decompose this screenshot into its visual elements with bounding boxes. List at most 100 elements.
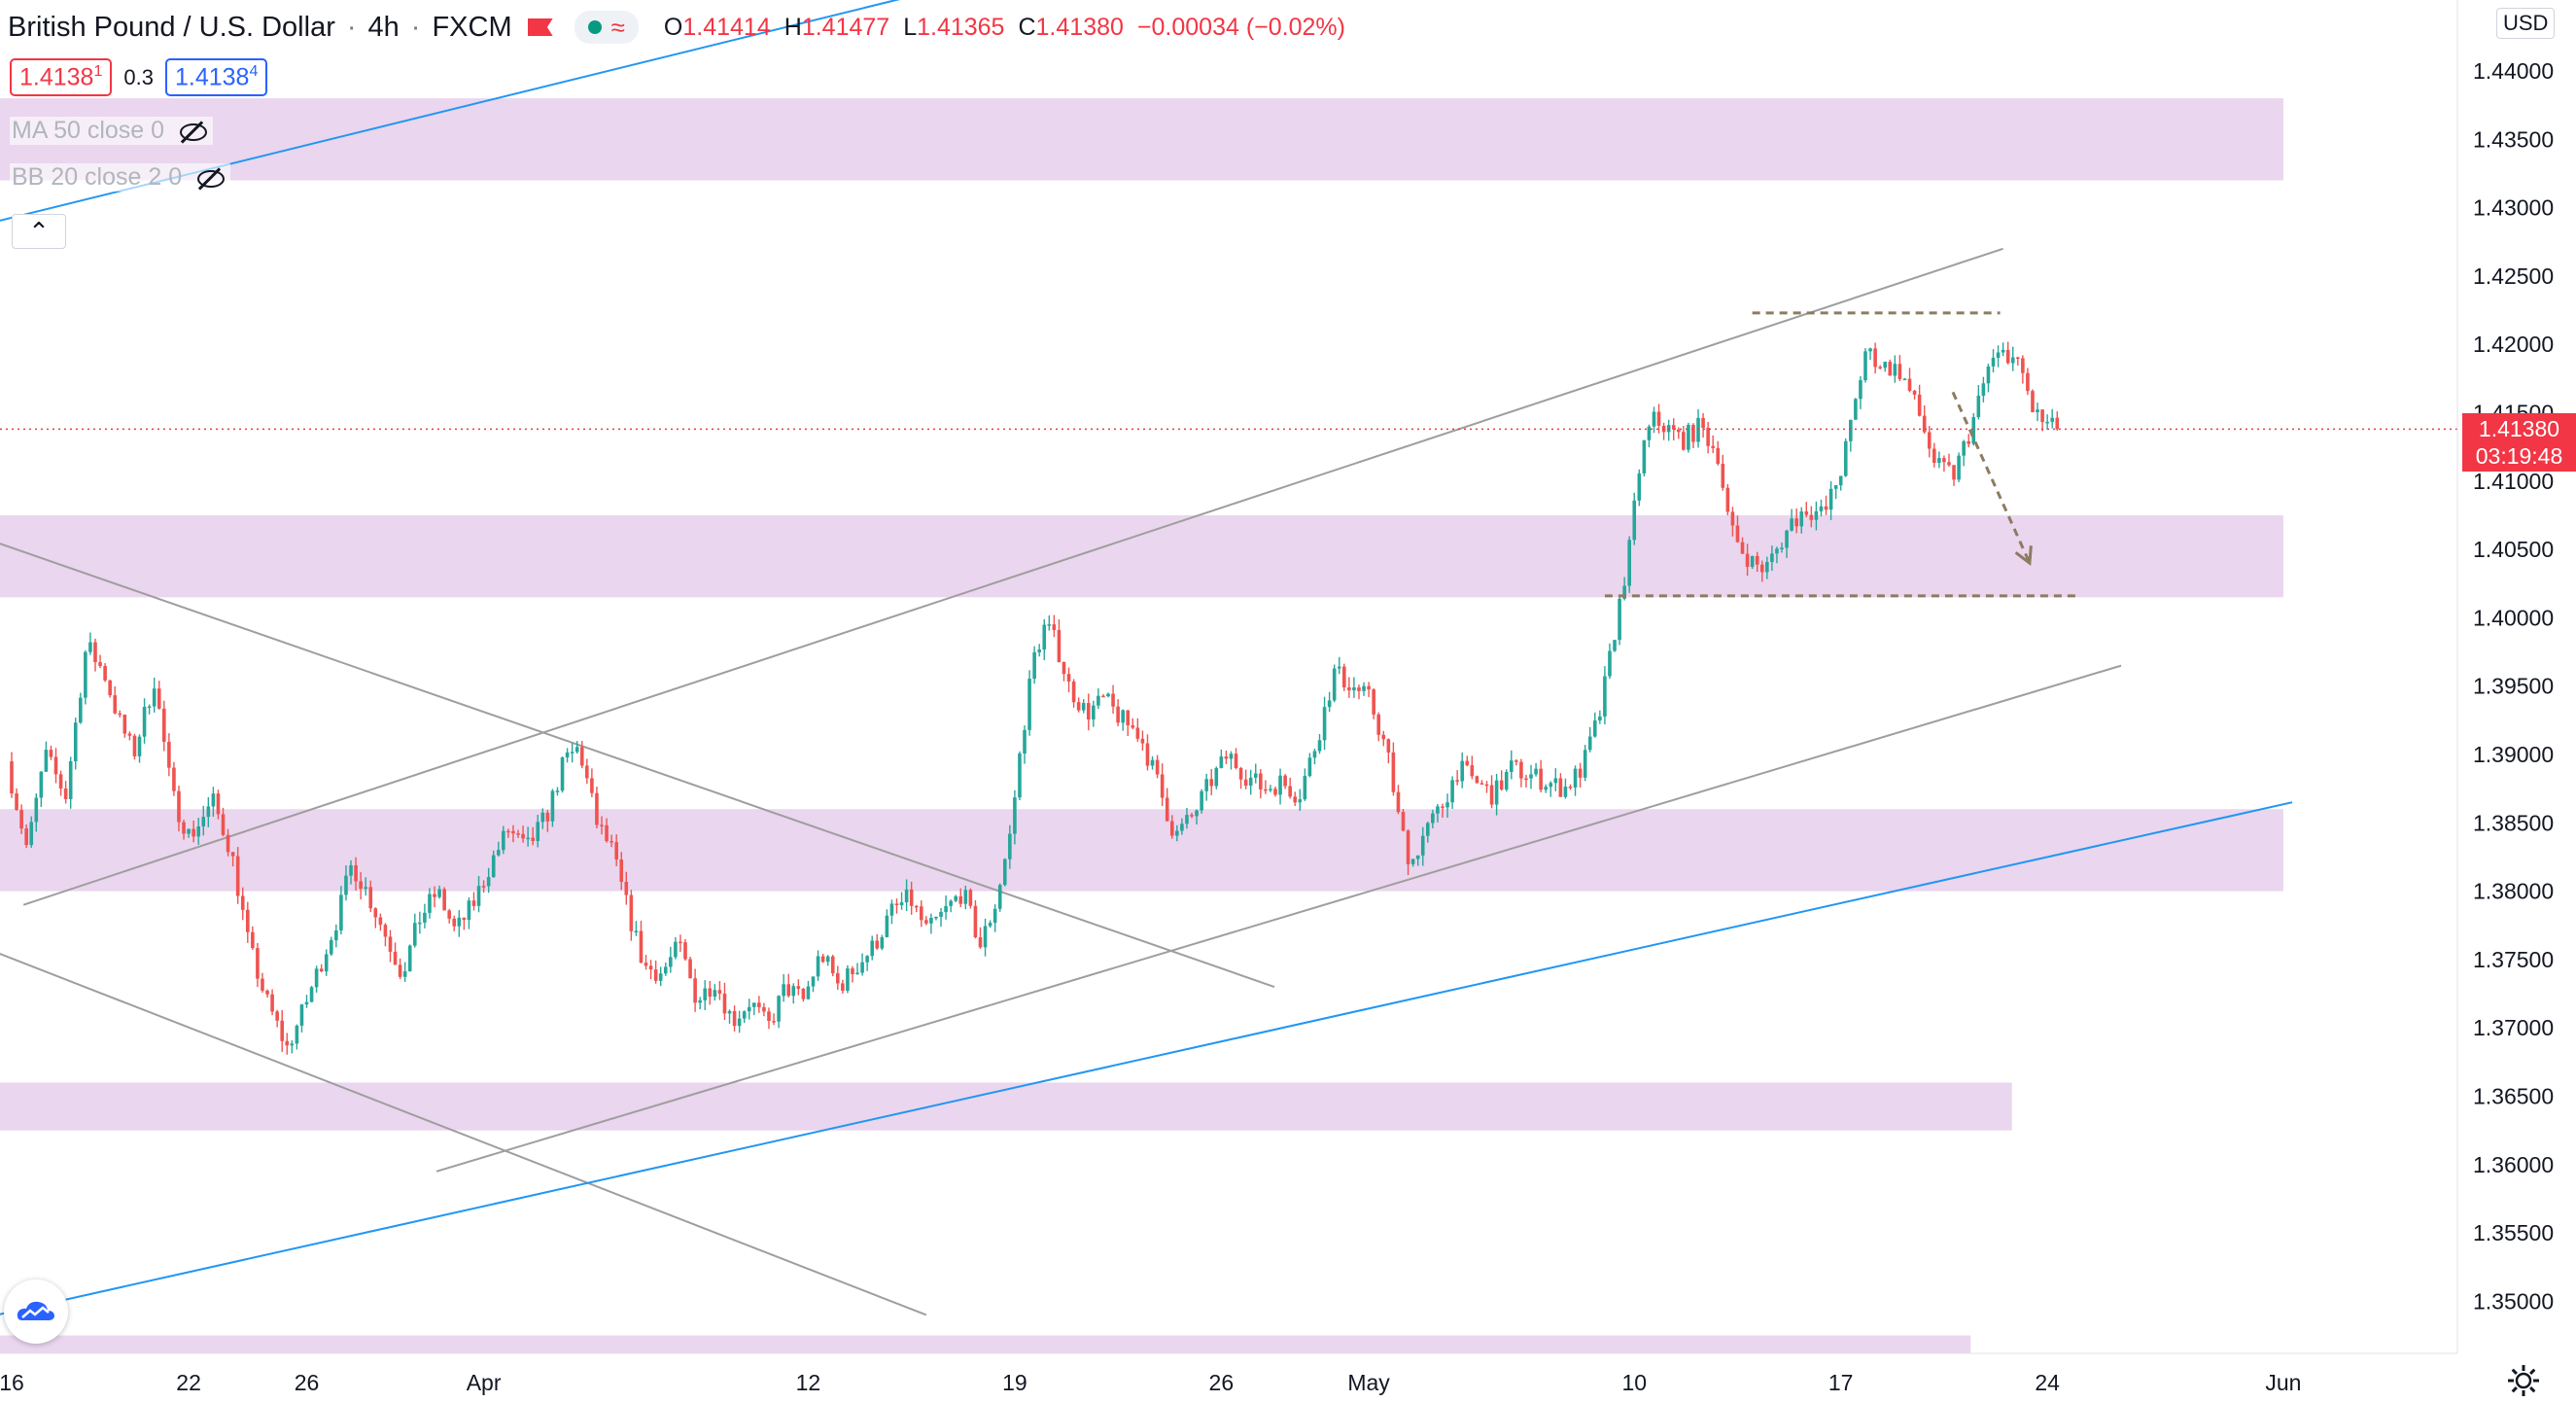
candle-body [378, 917, 383, 926]
candle [2001, 342, 2005, 357]
candle [235, 847, 240, 904]
projection-arrow [1951, 391, 2033, 567]
candle [737, 1010, 742, 1034]
candle-body [1671, 425, 1676, 430]
price-axis-bg [2457, 0, 2576, 1402]
buy-button[interactable]: 1.41384 [164, 58, 268, 97]
candle [791, 983, 796, 1004]
candle [1859, 375, 1862, 409]
candle [1032, 646, 1036, 684]
candle-body [1140, 738, 1145, 744]
candle-body [894, 903, 899, 905]
flag-icon[interactable] [527, 18, 553, 36]
currency-unit-button[interactable]: USD [2496, 8, 2556, 39]
candle-body [402, 970, 407, 977]
candle [1613, 640, 1617, 652]
candle-body [949, 900, 953, 906]
candle [1661, 422, 1666, 440]
candle [1160, 763, 1165, 807]
candle [1682, 426, 1686, 451]
eye-off-icon[interactable] [195, 167, 226, 189]
candle [1868, 347, 1872, 361]
zone-2 [0, 809, 2283, 892]
symbol-title[interactable]: British Pound / U.S. Dollar [8, 11, 335, 43]
candle-body [63, 789, 68, 799]
candle [2055, 411, 2060, 431]
candle-body [973, 905, 978, 938]
candle [851, 965, 854, 983]
candle [1755, 551, 1759, 573]
eye-off-icon[interactable] [178, 121, 208, 142]
candle [703, 980, 708, 1010]
candle-body [1101, 695, 1105, 698]
candle [683, 938, 687, 962]
candle [1549, 781, 1553, 797]
candle [122, 714, 127, 738]
candle-body [717, 990, 722, 994]
candle-body [398, 964, 402, 977]
candle-body [1696, 417, 1700, 442]
candle [147, 704, 152, 715]
price-tick-label: 1.44000 [2473, 58, 2554, 84]
candle [1195, 809, 1199, 824]
candle [481, 880, 486, 894]
candle [786, 973, 791, 998]
gear-icon[interactable] [2504, 1361, 2543, 1400]
candle [246, 901, 250, 943]
candle [1632, 492, 1637, 545]
candle [1627, 536, 1631, 593]
interval-label[interactable]: 4h [367, 11, 400, 43]
candle-body [570, 752, 574, 754]
candle [211, 787, 216, 817]
candle-body [605, 824, 609, 842]
candle [1509, 750, 1514, 780]
candle-body [703, 988, 708, 1000]
candle-body [127, 733, 132, 736]
candle-body [506, 830, 510, 833]
candle [836, 965, 840, 991]
candle [555, 787, 560, 796]
candle [830, 955, 835, 977]
candle [191, 820, 195, 843]
candle-body [1833, 485, 1838, 489]
candle-body [924, 920, 928, 924]
candle-body [19, 810, 23, 829]
candle [368, 880, 373, 913]
candle [747, 999, 751, 1020]
candle-body [1676, 429, 1681, 433]
candle-body [1131, 725, 1135, 728]
market-status[interactable]: ≈ [574, 11, 639, 44]
candle [958, 888, 963, 908]
candle-body [1023, 729, 1027, 754]
candle [855, 963, 859, 975]
high-value: 1.41477 [801, 13, 890, 41]
candle-body [634, 930, 639, 932]
candle [1721, 454, 1725, 491]
candle-body [1735, 525, 1740, 543]
candle-body [1381, 734, 1386, 740]
candle-body [801, 988, 806, 999]
candle-body [1701, 417, 1705, 429]
candle-body [1214, 767, 1219, 787]
time-tick-label: 16 [0, 1370, 24, 1395]
collapse-legend-button[interactable]: ⌃ [12, 214, 66, 249]
tradingview-logo-button[interactable] [4, 1279, 68, 1344]
indicator-bb[interactable]: BB 20 close 2 0 [10, 163, 231, 192]
candle-body [1288, 786, 1292, 797]
candle-body [752, 1002, 756, 1007]
candle [1976, 385, 1981, 420]
candle [1273, 787, 1277, 797]
trendline-0 [0, 543, 1275, 988]
candle [992, 904, 997, 932]
candle-body [1642, 439, 1647, 473]
trade-panel: 1.41381 0.3 1.41384 [10, 58, 268, 97]
candle [256, 942, 260, 988]
indicator-ma[interactable]: MA 50 close 0 [10, 117, 214, 145]
candle [1539, 759, 1543, 793]
candle [10, 752, 14, 798]
sell-button[interactable]: 1.41381 [10, 58, 113, 97]
candle [1121, 709, 1125, 731]
candle-body [201, 817, 206, 827]
candles [10, 341, 2060, 1055]
